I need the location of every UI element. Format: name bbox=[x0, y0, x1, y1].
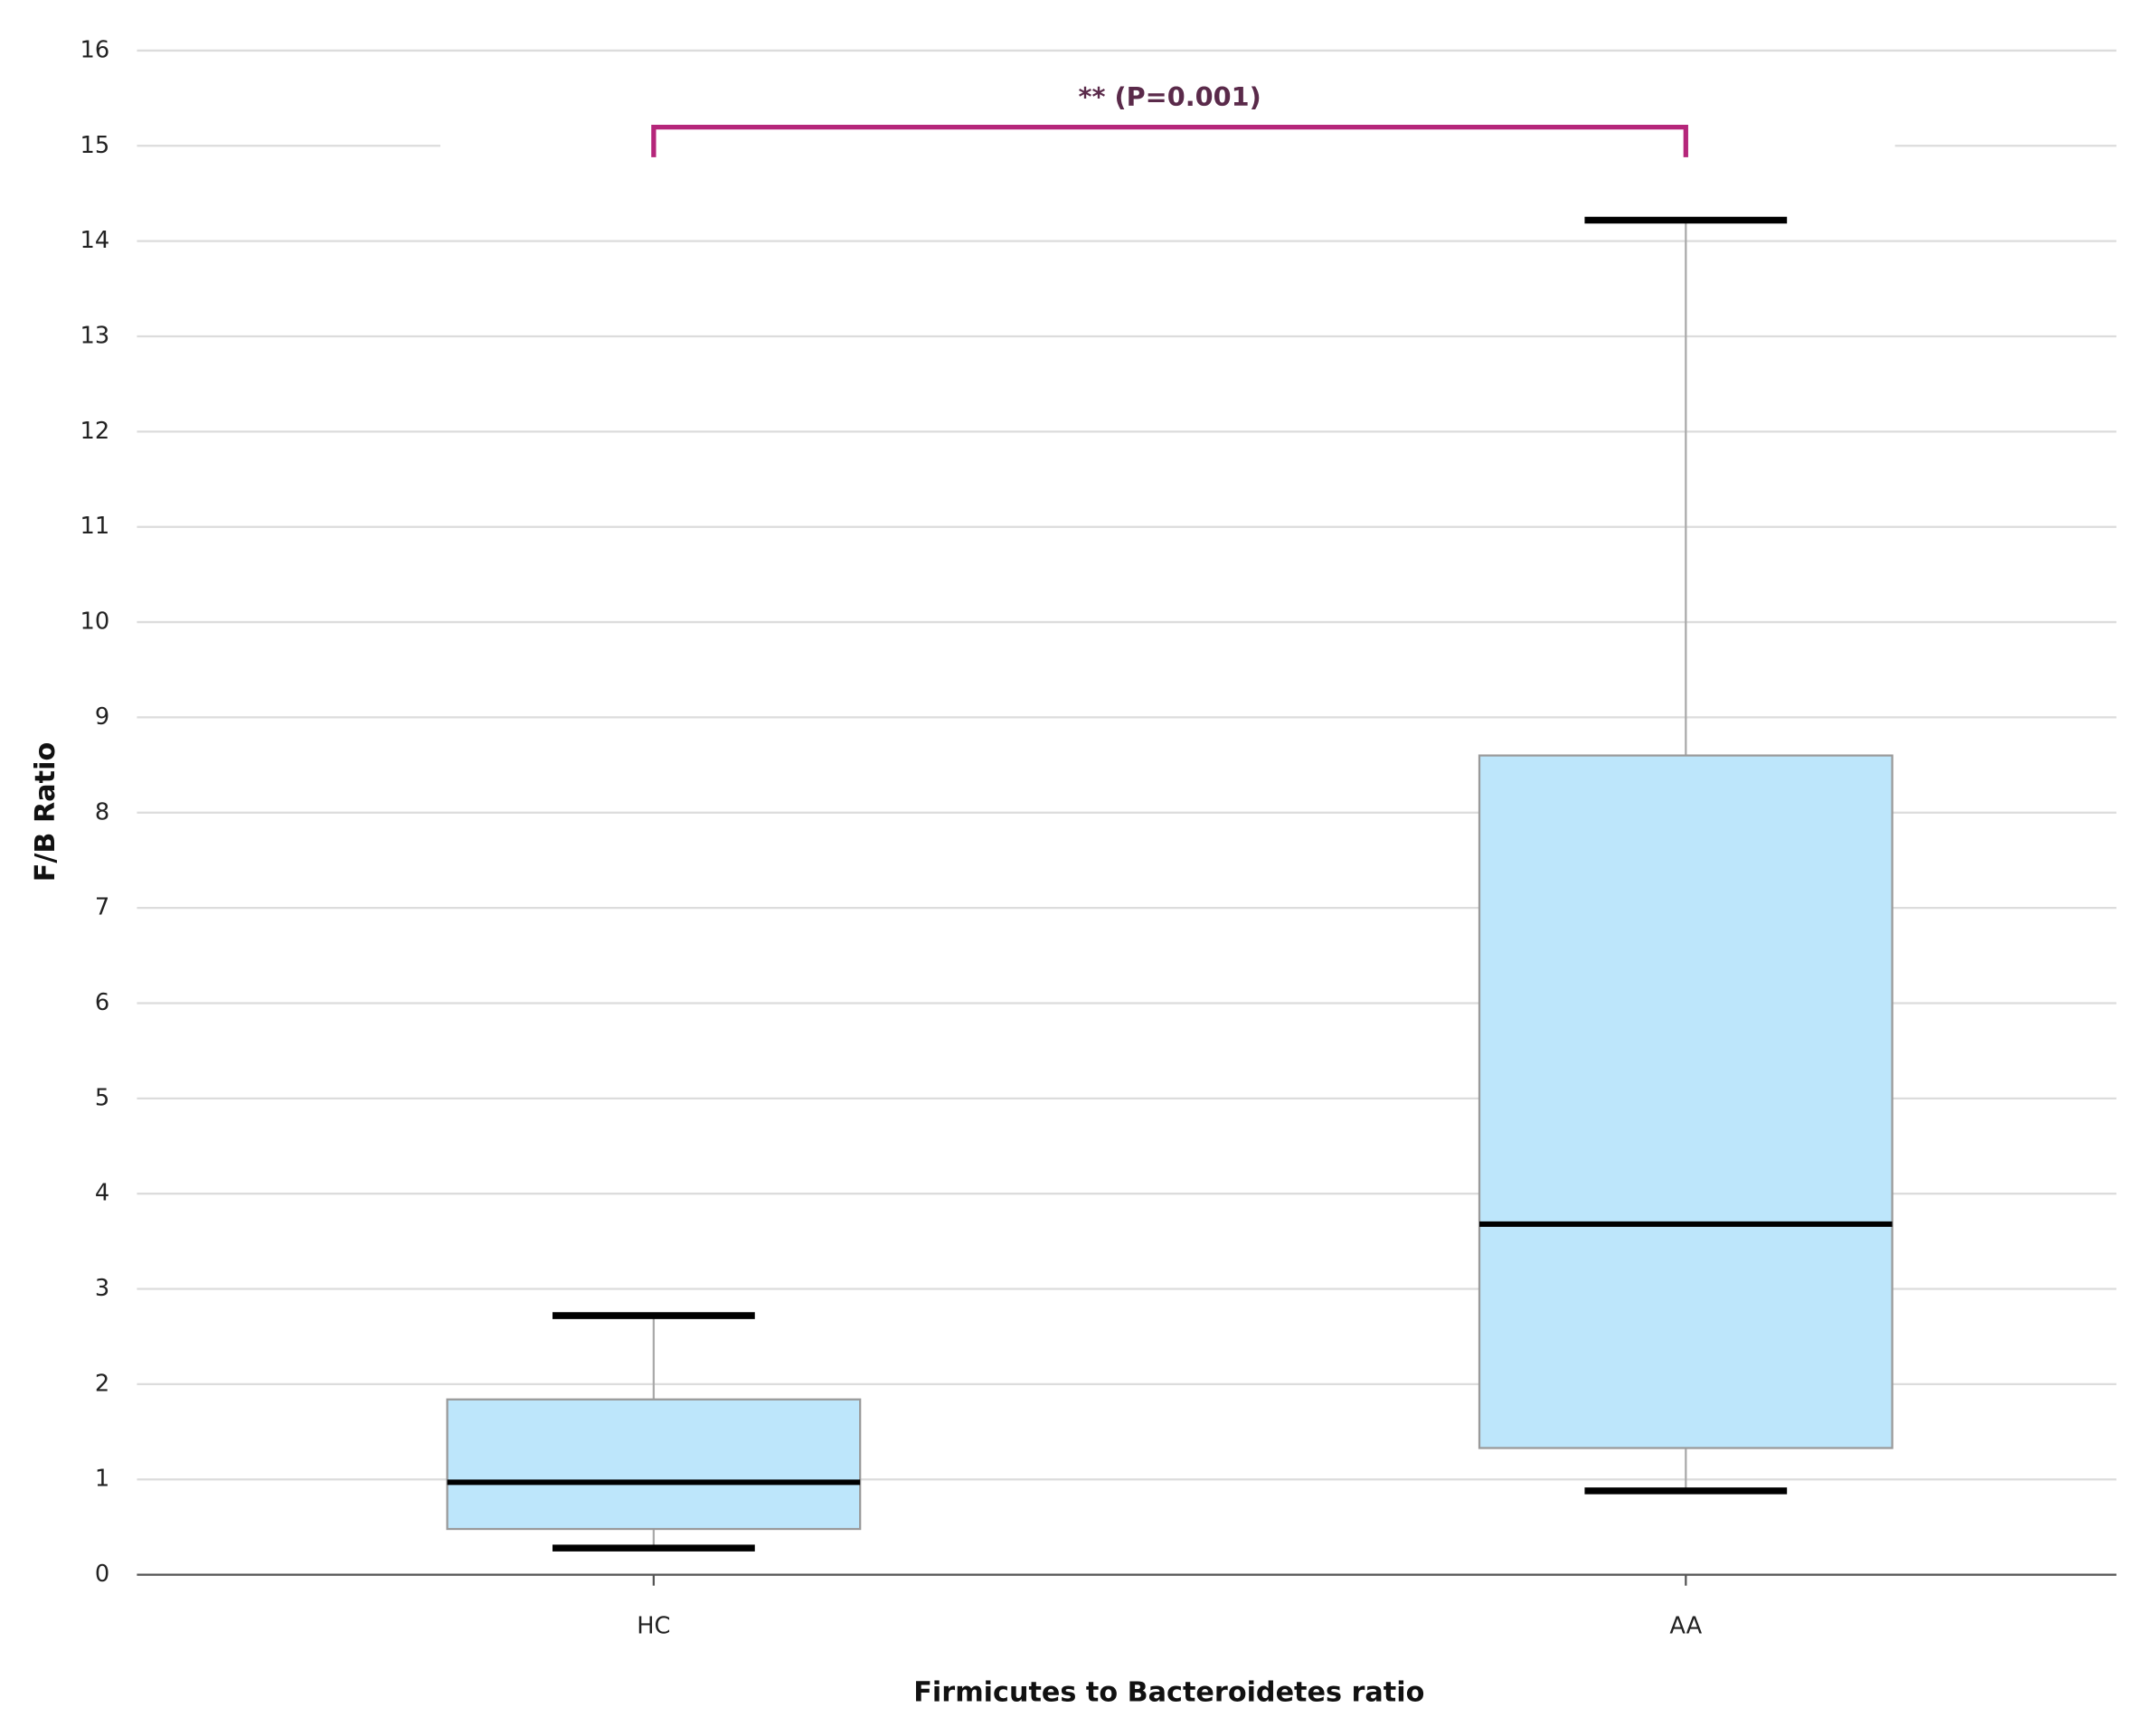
y-tick-label: 1 bbox=[95, 1466, 109, 1493]
significance-bracket bbox=[651, 124, 1688, 157]
y-tick-label: 3 bbox=[95, 1275, 109, 1302]
x-tick-label: AA bbox=[1669, 1613, 1702, 1640]
y-tick-label: 2 bbox=[95, 1370, 109, 1397]
y-tick-label: 10 bbox=[80, 609, 109, 636]
y-tick-label: 12 bbox=[80, 418, 109, 445]
y-tick-label: 7 bbox=[95, 894, 109, 921]
x-tick-label: HC bbox=[637, 1613, 670, 1640]
y-tick-label: 11 bbox=[80, 513, 109, 540]
y-tick-label: 15 bbox=[80, 132, 109, 159]
y-tick-label: 5 bbox=[95, 1084, 109, 1111]
annotation-backing bbox=[440, 68, 1895, 165]
y-tick-label: 6 bbox=[95, 989, 109, 1016]
y-tick-label: 4 bbox=[95, 1180, 109, 1207]
x-axis-title: Firmicutes to Bacteroidetes ratio bbox=[913, 1677, 1424, 1709]
y-tick-label: 9 bbox=[95, 703, 109, 731]
y-axis-title: F/B Ratio bbox=[30, 742, 61, 882]
box bbox=[446, 1398, 862, 1531]
y-tick-label: 0 bbox=[95, 1561, 109, 1588]
y-tick-label: 13 bbox=[80, 323, 109, 350]
annotation-text: ** (P=0.001) bbox=[1078, 81, 1261, 112]
y-tick-label: 8 bbox=[95, 798, 109, 826]
y-tick-label: 14 bbox=[80, 227, 109, 254]
y-tick-label: 16 bbox=[80, 36, 109, 63]
box bbox=[1478, 754, 1894, 1449]
